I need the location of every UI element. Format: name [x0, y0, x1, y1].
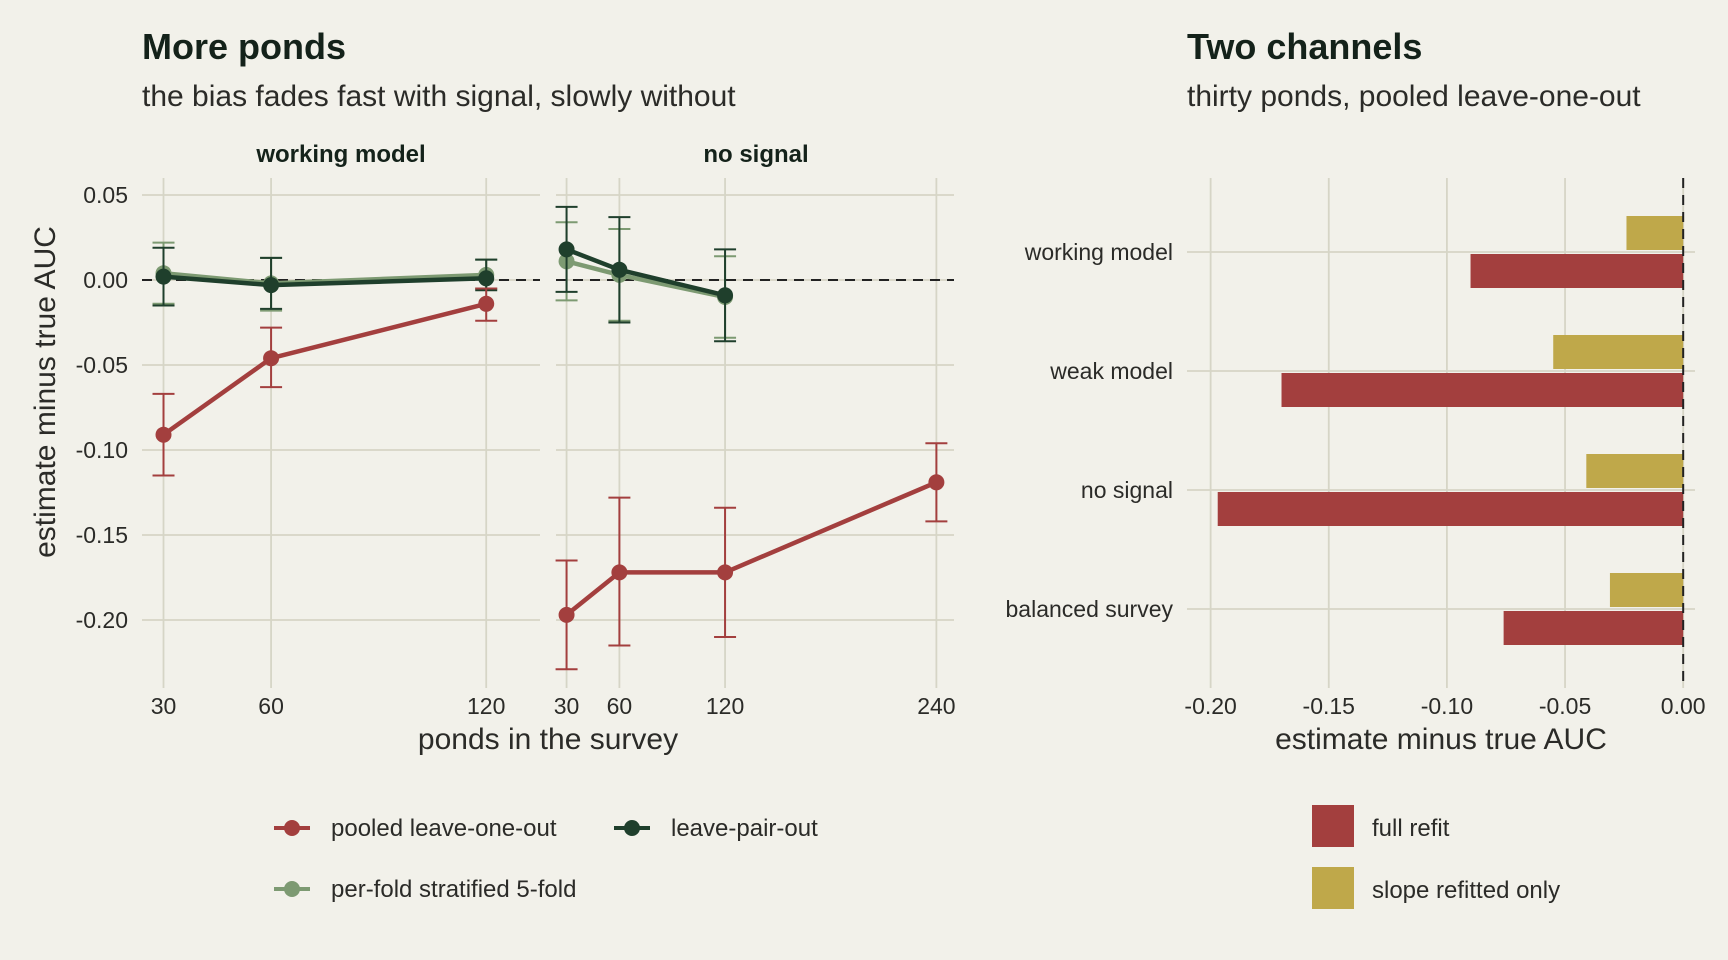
right-y-axis: working model weak model no signal balanced…: [1006, 239, 1174, 622]
line-pooled-no-signal: [565, 480, 938, 617]
legend-item-full-refit: full refit: [1312, 805, 1450, 847]
point-pooled-no-signal-120: [717, 564, 734, 581]
left-y-axis: 0.05 0.00 -0.05 -0.10 -0.15 -0.20: [76, 182, 128, 633]
right-bar-chart: [1187, 178, 1695, 688]
y-tick-4: -0.15: [76, 522, 128, 548]
left-y-axis-label: estimate minus true AUC: [29, 226, 62, 558]
x-tick-no-signal-240: 240: [917, 693, 955, 719]
facet-working-model: [142, 178, 540, 688]
point-pooled-no-signal-240: [928, 474, 945, 491]
bar-slope_only-2: [1586, 454, 1684, 488]
bar-full_refit-0: [1470, 254, 1684, 288]
facet-working-model-x-axis: 30 60 120: [151, 693, 506, 719]
x-tick-right-1: -0.15: [1303, 693, 1355, 719]
x-tick-right-4: 0.00: [1661, 693, 1706, 719]
x-tick-right-2: -0.10: [1421, 693, 1473, 719]
point-pooled-working-model-60: [263, 350, 280, 367]
category-label-0: working model: [1024, 239, 1173, 265]
legend-label-lpo: leave-pair-out: [671, 815, 818, 842]
y-tick-1: 0.00: [83, 267, 128, 293]
x-tick-no-signal-120: 120: [706, 693, 744, 719]
right-x-axis-label: estimate minus true AUC: [1275, 723, 1607, 756]
x-tick-right-0: -0.20: [1184, 693, 1236, 719]
legend-swatch-full-refit: [1312, 805, 1354, 847]
legend-item-slope-only: slope refitted only: [1312, 867, 1560, 909]
legend-dot-pooled: [284, 820, 300, 836]
y-tick-5: -0.20: [76, 607, 128, 633]
point-pooled-working-model-120: [478, 295, 495, 312]
bar-slope_only-1: [1553, 335, 1684, 369]
legend-label-perfold: per-fold stratified 5-fold: [331, 876, 576, 903]
bar-full_refit-3: [1503, 611, 1684, 645]
x-tick-no-signal-30: 30: [554, 693, 580, 719]
legend-item-lpo: leave-pair-out: [614, 815, 818, 842]
legend-item-perfold: per-fold stratified 5-fold: [274, 876, 576, 903]
legend-dot-lpo: [624, 820, 640, 836]
bar-slope_only-0: [1626, 216, 1684, 250]
x-tick-no-signal-60: 60: [607, 693, 633, 719]
category-label-3: balanced survey: [1006, 596, 1174, 622]
right-x-axis: -0.20 -0.15 -0.10 -0.05 0.00: [1184, 693, 1705, 719]
point-lpo-no-signal-30: [558, 241, 575, 258]
facet-title-no-signal: no signal: [703, 141, 808, 168]
category-label-2: no signal: [1081, 477, 1173, 503]
series-pooled-no-signal: [555, 442, 948, 671]
facet-no-signal-x-axis: 30 60 120 240: [554, 693, 956, 719]
point-pooled-no-signal-60: [611, 564, 628, 581]
series-lpo-working-model: [152, 246, 498, 310]
legend-label-pooled: pooled leave-one-out: [331, 815, 557, 842]
facet-title-working-model: working model: [255, 141, 425, 168]
series-perfold-working-model: [152, 241, 498, 312]
left-legend: pooled leave-one-out leave-pair-out per-…: [274, 815, 818, 903]
point-lpo-no-signal-120: [717, 287, 734, 304]
left-title: More ponds: [142, 26, 346, 67]
category-label-1: weak model: [1049, 358, 1173, 384]
point-lpo-no-signal-60: [611, 261, 628, 278]
point-pooled-no-signal-30: [558, 606, 575, 623]
facet-no-signal: [555, 178, 954, 688]
right-title: Two channels: [1187, 26, 1422, 67]
line-pooled-working-model: [162, 301, 487, 437]
series-pooled-working-model: [152, 287, 498, 477]
legend-swatch-slope-only: [1312, 867, 1354, 909]
point-pooled-working-model-30: [155, 426, 172, 443]
series-lpo-no-signal: [555, 205, 737, 343]
bar-full_refit-1: [1281, 373, 1684, 407]
bar-slope_only-3: [1609, 573, 1684, 607]
point-lpo-working-model-60: [263, 277, 280, 294]
legend-label-full-refit: full refit: [1372, 815, 1450, 842]
line-lpo-no-signal: [565, 247, 726, 298]
y-tick-3: -0.10: [76, 437, 128, 463]
x-tick-working-model-60: 60: [258, 693, 284, 719]
y-tick-0: 0.05: [83, 182, 128, 208]
point-lpo-working-model-120: [478, 270, 495, 287]
legend-item-pooled: pooled leave-one-out: [274, 815, 557, 842]
left-x-axis-label: ponds in the survey: [418, 723, 678, 756]
point-lpo-working-model-30: [155, 268, 172, 285]
bar-full_refit-2: [1217, 492, 1684, 526]
right-subtitle: thirty ponds, pooled leave-one-out: [1187, 80, 1641, 113]
x-tick-working-model-30: 30: [151, 693, 177, 719]
left-subtitle: the bias fades fast with signal, slowly …: [142, 80, 736, 113]
x-tick-working-model-120: 120: [467, 693, 505, 719]
right-legend: full refit slope refitted only: [1312, 805, 1560, 909]
y-tick-2: -0.05: [76, 352, 128, 378]
x-tick-right-3: -0.05: [1539, 693, 1591, 719]
legend-dot-perfold: [284, 881, 300, 897]
legend-label-slope-only: slope refitted only: [1372, 877, 1560, 904]
